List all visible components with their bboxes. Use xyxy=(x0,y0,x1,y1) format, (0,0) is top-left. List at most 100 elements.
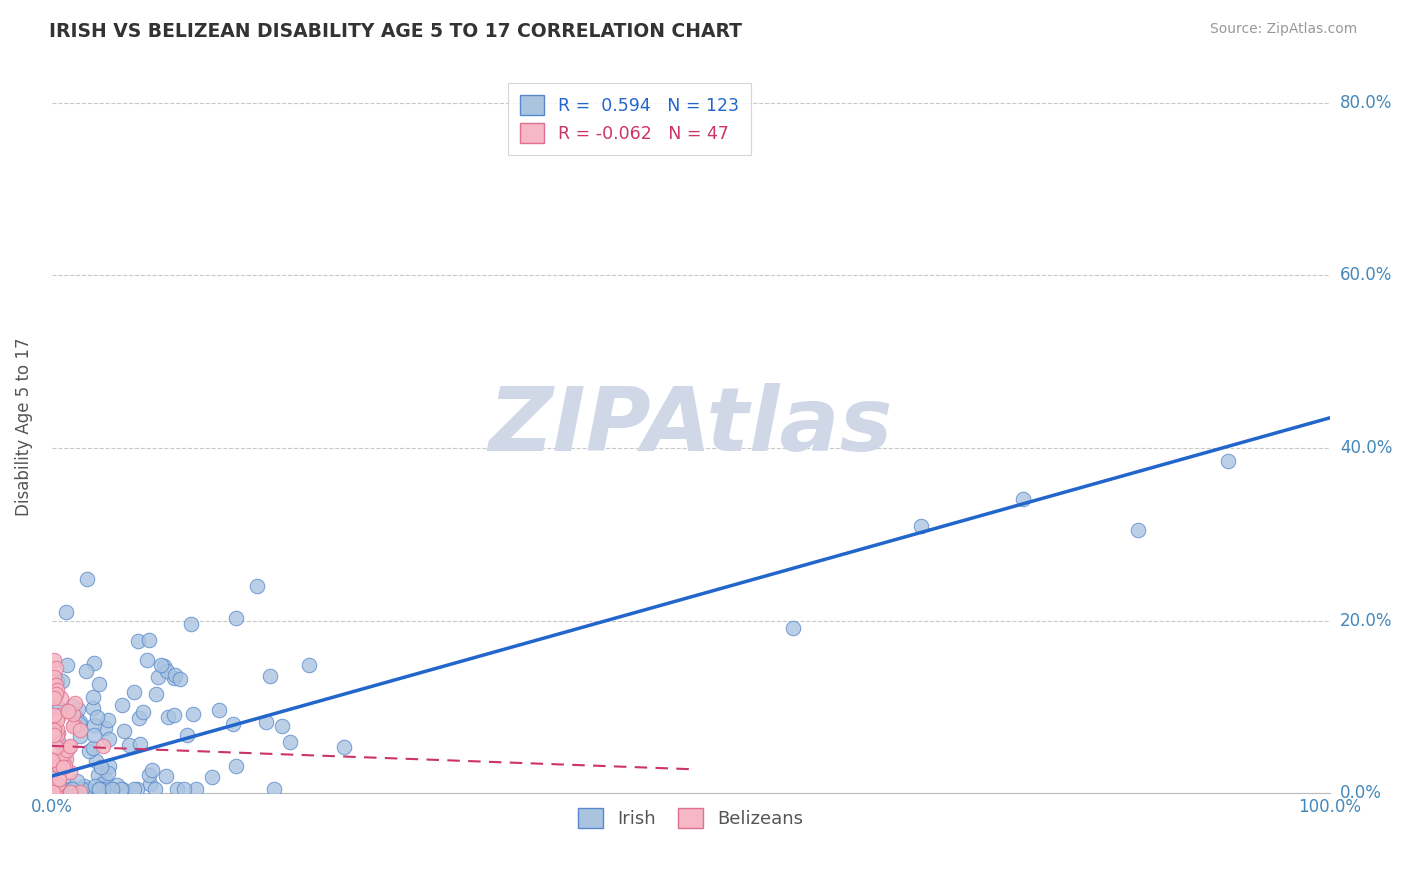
Point xyxy=(53,759,76,773)
Point xyxy=(90,759,112,773)
Point xyxy=(169,672,191,686)
Point xyxy=(48,756,70,771)
Point xyxy=(112,724,135,739)
Point xyxy=(110,782,132,797)
Point xyxy=(44,785,66,799)
Point xyxy=(128,711,150,725)
Point xyxy=(150,658,173,673)
Point xyxy=(46,782,69,797)
Point xyxy=(63,717,86,731)
Point xyxy=(1126,523,1149,537)
Point xyxy=(91,782,114,797)
Point xyxy=(60,699,83,714)
Point xyxy=(45,678,67,692)
Point xyxy=(225,611,247,625)
Point xyxy=(94,772,117,787)
Point xyxy=(42,723,65,737)
Point xyxy=(90,777,112,791)
Point xyxy=(41,689,63,703)
Point xyxy=(59,764,82,779)
Point xyxy=(60,782,83,797)
Point xyxy=(83,656,105,670)
Point xyxy=(59,739,82,754)
Point xyxy=(63,696,86,710)
Point xyxy=(42,774,65,789)
Point xyxy=(46,673,69,688)
Point xyxy=(77,743,100,757)
Point xyxy=(75,782,97,797)
Point xyxy=(55,752,77,766)
Point xyxy=(44,670,66,684)
Point xyxy=(76,782,98,797)
Y-axis label: Disability Age 5 to 17: Disability Age 5 to 17 xyxy=(15,337,32,516)
Point xyxy=(41,753,63,767)
Point xyxy=(42,727,65,741)
Text: IRISH VS BELIZEAN DISABILITY AGE 5 TO 17 CORRELATION CHART: IRISH VS BELIZEAN DISABILITY AGE 5 TO 17… xyxy=(49,22,742,41)
Point xyxy=(42,754,65,768)
Point xyxy=(89,782,111,797)
Point xyxy=(101,782,124,797)
Point xyxy=(59,782,82,797)
Point xyxy=(45,682,67,697)
Point xyxy=(56,742,79,756)
Point xyxy=(270,718,292,732)
Point xyxy=(89,677,111,691)
Point xyxy=(100,782,122,797)
Point xyxy=(58,739,80,754)
Point xyxy=(69,782,91,797)
Point xyxy=(51,782,73,797)
Point xyxy=(165,668,187,682)
Point xyxy=(100,782,122,797)
Point xyxy=(254,715,277,730)
Point xyxy=(59,785,82,799)
Point xyxy=(56,704,79,718)
Point xyxy=(44,762,66,776)
Point xyxy=(42,785,65,799)
Point xyxy=(155,769,177,783)
Point xyxy=(42,752,65,766)
Point xyxy=(94,721,117,735)
Point xyxy=(83,718,105,732)
Point xyxy=(48,777,70,791)
Point xyxy=(259,668,281,682)
Point xyxy=(45,713,67,727)
Point xyxy=(176,728,198,742)
Point xyxy=(82,701,104,715)
Point xyxy=(222,717,245,731)
Point xyxy=(45,687,67,701)
Text: ZIPAtlas: ZIPAtlas xyxy=(488,383,893,470)
Point xyxy=(41,681,63,695)
Text: 80.0%: 80.0% xyxy=(1340,94,1392,112)
Point xyxy=(46,782,69,797)
Point xyxy=(52,748,75,763)
Point xyxy=(135,653,157,667)
Point xyxy=(55,606,77,620)
Point xyxy=(90,782,112,797)
Point xyxy=(127,633,149,648)
Point xyxy=(180,616,202,631)
Point xyxy=(52,782,75,797)
Text: 60.0%: 60.0% xyxy=(1340,267,1392,285)
Point xyxy=(60,782,83,797)
Point xyxy=(70,782,93,797)
Point xyxy=(280,735,302,749)
Point xyxy=(225,759,247,773)
Point xyxy=(46,722,69,736)
Text: 40.0%: 40.0% xyxy=(1340,439,1392,457)
Point xyxy=(48,701,70,715)
Point xyxy=(82,741,104,756)
Point xyxy=(45,782,67,797)
Point xyxy=(87,782,110,797)
Point xyxy=(65,774,87,789)
Point xyxy=(148,670,170,684)
Point xyxy=(97,759,120,773)
Point xyxy=(125,782,148,797)
Point xyxy=(66,702,89,716)
Point xyxy=(87,782,110,797)
Point xyxy=(75,664,97,678)
Point xyxy=(82,690,104,704)
Point xyxy=(84,754,107,768)
Point xyxy=(83,728,105,742)
Point xyxy=(89,782,111,797)
Point xyxy=(122,782,145,797)
